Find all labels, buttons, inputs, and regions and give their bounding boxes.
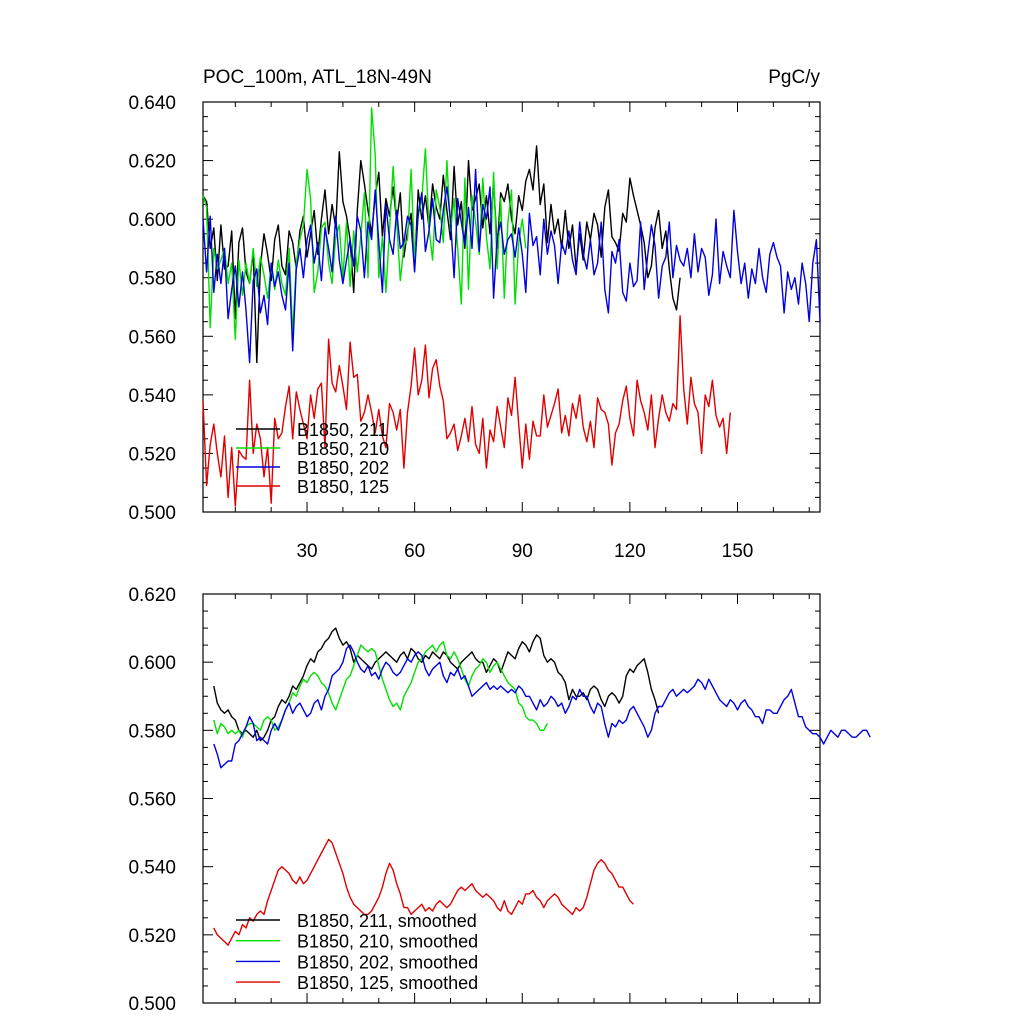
x-tick-label: 90 [512, 541, 533, 562]
y-tick-label: 0.520 [128, 926, 176, 947]
raw-timeseries-panel: POC_100m, ATL_18N-49N PgC/y 30 60 90 120 150… [128, 67, 821, 562]
legend-label: B1850, 125, smoothed [297, 973, 478, 993]
series-line-1 [202, 145, 681, 364]
legend-label: B1850, 202 [297, 458, 389, 478]
legend-label: B1850, 125 [297, 477, 389, 497]
series-line-4 [213, 838, 634, 946]
series-line-3 [202, 168, 821, 364]
legend-label: B1850, 210, smoothed [297, 932, 478, 952]
units-label: PgC/y [768, 67, 820, 88]
y-tick-label: 0.520 [128, 444, 176, 465]
y-tick-label: 0.540 [128, 858, 176, 879]
y-tick-label: 0.560 [128, 790, 176, 811]
x-tick-label: 120 [614, 541, 646, 562]
x-tick-label: 30 [296, 541, 317, 562]
series-line-2 [202, 107, 527, 340]
y-tick-label: 0.540 [128, 386, 176, 407]
y-tick-label: 0.640 [128, 93, 176, 114]
legend-label: B1850, 211, smoothed [297, 911, 477, 931]
y-tick-label: 0.580 [128, 721, 176, 742]
y-tick-label: 0.620 [128, 585, 176, 606]
legend-label: B1850, 202, smoothed [297, 952, 478, 972]
y-tick-label: 0.600 [128, 653, 176, 674]
smoothed-timeseries-panel: 0.500 0.520 0.540 0.560 0.580 0.600 0.620 B1850… [128, 585, 871, 1015]
x-tick-label: 150 [722, 541, 754, 562]
y-tick-label: 0.600 [128, 210, 176, 231]
y-tick-label: 0.500 [128, 503, 176, 524]
x-tick-label: 60 [404, 541, 425, 562]
legend-label: B1850, 211 [297, 420, 388, 440]
series-line-1 [213, 627, 660, 742]
series-line-4 [202, 315, 731, 507]
y-tick-label: 0.580 [128, 269, 176, 290]
y-tick-label: 0.500 [128, 994, 176, 1015]
y-tick-label: 0.620 [128, 152, 176, 173]
series-line-3 [213, 644, 871, 769]
legend-label: B1850, 210 [297, 439, 389, 459]
y-tick-label: 0.560 [128, 327, 176, 348]
chart-title: POC_100m, ATL_18N-49N [203, 67, 432, 88]
